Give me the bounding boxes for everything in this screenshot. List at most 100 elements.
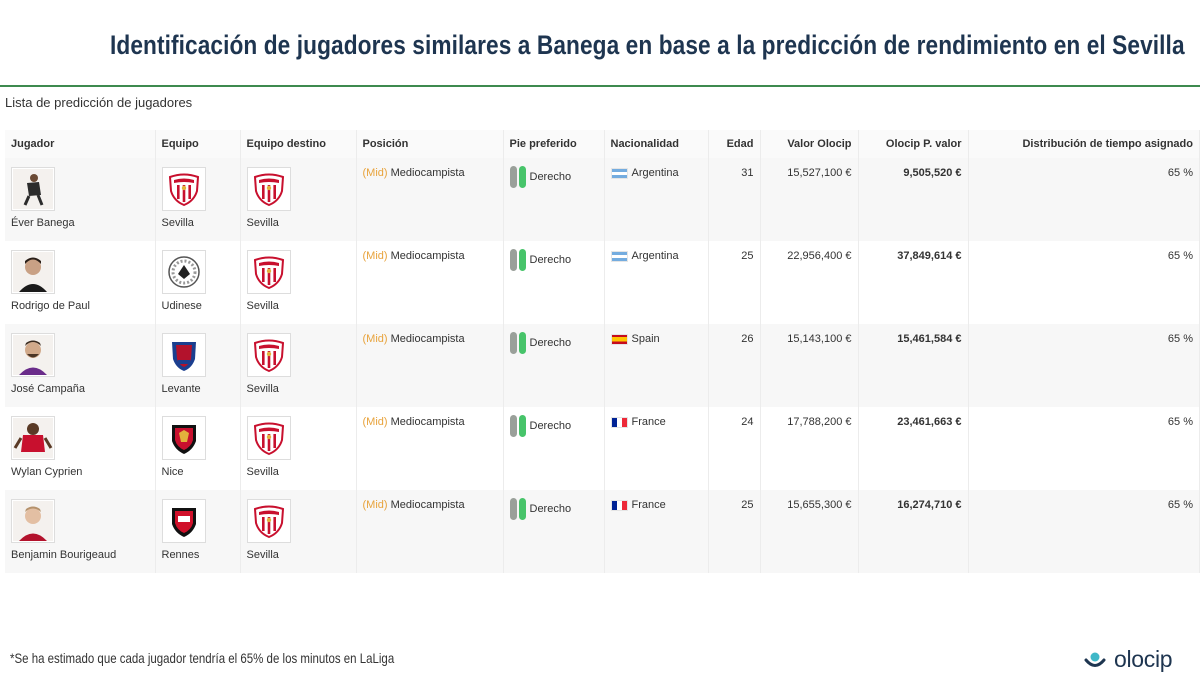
col-header-player[interactable]: Jugador bbox=[5, 130, 156, 158]
destination-name: Sevilla bbox=[246, 549, 279, 561]
team-name: Udinese bbox=[161, 300, 202, 312]
position-tag: (Mid) bbox=[362, 167, 388, 179]
feet-icon bbox=[509, 166, 526, 188]
position-label: Mediocampista bbox=[390, 250, 465, 262]
player-photo[interactable] bbox=[11, 416, 55, 460]
position-tag: (Mid) bbox=[362, 499, 388, 511]
player-name[interactable]: Wylan Cyprien bbox=[11, 466, 83, 478]
table-row: Wylan Cyprien Nice Sevilla (Mid) Medioca… bbox=[5, 407, 1200, 490]
player-avatar-icon bbox=[13, 252, 53, 292]
spain-flag-icon bbox=[610, 333, 628, 345]
table-row: Benjamin Bourigeaud Rennes Sevilla (Mid)… bbox=[5, 490, 1200, 573]
predicted-value: 37,849,614 € bbox=[858, 241, 969, 324]
team-name: Rennes bbox=[161, 549, 200, 561]
destination-crest[interactable] bbox=[246, 416, 291, 460]
team-crest[interactable] bbox=[161, 499, 206, 543]
table-row: Éver Banega Sevilla Sevilla (Mid) Medioc… bbox=[5, 158, 1200, 241]
player-name[interactable]: José Campaña bbox=[11, 383, 85, 395]
predicted-value: 16,274,710 € bbox=[858, 490, 969, 573]
time-distribution: 65 % bbox=[968, 490, 1200, 573]
olocip-value: 15,143,100 € bbox=[760, 324, 859, 407]
col-header-nationality[interactable]: Nacionalidad bbox=[604, 130, 709, 158]
age: 31 bbox=[708, 158, 761, 241]
player-photo[interactable] bbox=[11, 499, 55, 543]
destination-crest[interactable] bbox=[246, 333, 291, 377]
age: 25 bbox=[708, 241, 761, 324]
player-photo[interactable] bbox=[11, 250, 55, 294]
predicted-value: 15,461,584 € bbox=[858, 324, 969, 407]
position-tag: (Mid) bbox=[362, 250, 388, 262]
page-title: Identificación de jugadores similares a … bbox=[110, 30, 1185, 60]
player-avatar-icon bbox=[13, 169, 53, 209]
olocip-value: 15,655,300 € bbox=[760, 490, 859, 573]
team-name: Sevilla bbox=[161, 217, 194, 229]
argentina-flag-icon bbox=[610, 167, 628, 179]
title-divider bbox=[0, 85, 1200, 87]
preferred-foot: Derecho bbox=[529, 420, 572, 432]
player-photo[interactable] bbox=[11, 333, 55, 377]
age: 26 bbox=[708, 324, 761, 407]
preferred-foot: Derecho bbox=[529, 503, 572, 515]
destination-name: Sevilla bbox=[246, 383, 279, 395]
rennes-crest-icon bbox=[171, 508, 196, 537]
col-header-destination[interactable]: Equipo destino bbox=[240, 130, 357, 158]
nationality: France bbox=[631, 499, 666, 511]
player-photo[interactable] bbox=[11, 167, 55, 211]
destination-name: Sevilla bbox=[246, 466, 279, 478]
player-name[interactable]: Rodrigo de Paul bbox=[11, 300, 90, 312]
position-label: Mediocampista bbox=[390, 167, 465, 179]
team-crest[interactable] bbox=[161, 250, 206, 294]
nationality: Argentina bbox=[631, 167, 679, 179]
feet-icon bbox=[509, 332, 526, 354]
col-header-foot[interactable]: Pie preferido bbox=[503, 130, 605, 158]
nationality: Argentina bbox=[631, 250, 679, 262]
age: 24 bbox=[708, 407, 761, 490]
sevilla-crest-icon bbox=[251, 337, 287, 373]
time-distribution: 65 % bbox=[968, 407, 1200, 490]
destination-name: Sevilla bbox=[246, 217, 279, 229]
table-header-row: Jugador Equipo Equipo destino Posición P… bbox=[5, 130, 1200, 158]
position-label: Mediocampista bbox=[390, 416, 465, 428]
player-avatar-icon bbox=[13, 501, 53, 541]
player-avatar-icon bbox=[13, 418, 53, 458]
sevilla-crest-icon bbox=[166, 171, 202, 207]
col-header-team[interactable]: Equipo bbox=[155, 130, 241, 158]
udinese-crest-icon bbox=[167, 256, 200, 288]
team-crest[interactable] bbox=[161, 167, 206, 211]
list-title: Lista de predicción de jugadores bbox=[5, 95, 193, 110]
position-tag: (Mid) bbox=[362, 333, 388, 345]
time-distribution: 65 % bbox=[968, 324, 1200, 407]
france-flag-icon bbox=[610, 416, 628, 428]
olocip-value: 17,788,200 € bbox=[760, 407, 859, 490]
nationality: France bbox=[631, 416, 666, 428]
levante-crest-icon bbox=[171, 342, 196, 371]
olocip-value: 22,956,400 € bbox=[760, 241, 859, 324]
sevilla-crest-icon bbox=[251, 254, 287, 290]
olocip-logo-icon bbox=[1084, 652, 1106, 667]
player-name[interactable]: Benjamin Bourigeaud bbox=[11, 549, 117, 561]
nationality: Spain bbox=[631, 333, 660, 345]
destination-crest[interactable] bbox=[246, 499, 291, 543]
team-crest[interactable] bbox=[161, 416, 206, 460]
destination-crest[interactable] bbox=[246, 250, 291, 294]
time-distribution: 65 % bbox=[968, 158, 1200, 241]
sevilla-crest-icon bbox=[251, 503, 287, 539]
destination-crest[interactable] bbox=[246, 167, 291, 211]
col-header-age[interactable]: Edad bbox=[708, 130, 761, 158]
sevilla-crest-icon bbox=[251, 420, 287, 456]
predicted-value: 9,505,520 € bbox=[858, 158, 969, 241]
col-header-position[interactable]: Posición bbox=[356, 130, 504, 158]
player-name[interactable]: Éver Banega bbox=[11, 217, 75, 229]
team-name: Levante bbox=[161, 383, 201, 395]
col-header-predicted[interactable]: Olocip P. valor bbox=[858, 130, 969, 158]
col-header-value[interactable]: Valor Olocip bbox=[760, 130, 859, 158]
footnote: *Se ha estimado que cada jugador tendría… bbox=[10, 650, 395, 666]
team-crest[interactable] bbox=[161, 333, 206, 377]
player-prediction-table: Jugador Equipo Equipo destino Posición P… bbox=[5, 130, 1200, 573]
col-header-time[interactable]: Distribución de tiempo asignado bbox=[968, 130, 1200, 158]
player-avatar-icon bbox=[13, 335, 53, 375]
france-flag-icon bbox=[610, 499, 628, 511]
team-name: Nice bbox=[161, 466, 184, 478]
position-label: Mediocampista bbox=[390, 499, 465, 511]
sevilla-crest-icon bbox=[251, 171, 287, 207]
